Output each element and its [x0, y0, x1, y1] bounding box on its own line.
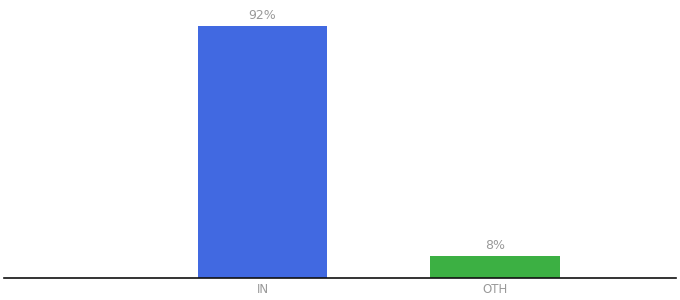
- Text: 8%: 8%: [485, 239, 505, 252]
- Bar: [430, 256, 560, 278]
- Text: 92%: 92%: [249, 9, 276, 22]
- Bar: [198, 26, 327, 278]
